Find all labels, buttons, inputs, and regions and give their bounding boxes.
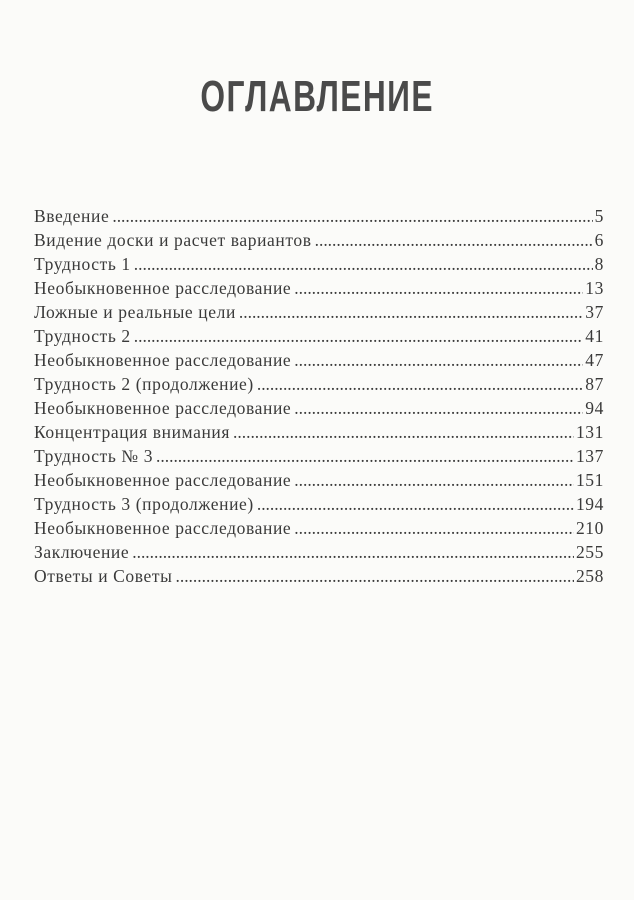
page-title-text: ОГЛАВЛЕНИЕ [200, 72, 434, 121]
toc-entry-title: Видение доски и расчет вариантов [34, 230, 312, 250]
toc-entry: Ответы и Советы 258 [34, 566, 604, 590]
dot-leader [156, 446, 574, 467]
toc-entry-title: Необыкновенное расследование [34, 518, 292, 538]
toc-entry-title: Трудность 1 [34, 254, 131, 274]
toc-entry: Необыкновенное расследование 47 [34, 350, 604, 374]
toc-entry: Необыкновенное расследование 151 [34, 470, 604, 494]
toc-entry: Необыкновенное расследование 94 [34, 398, 604, 422]
toc-entry-title: Трудность 2 [34, 326, 131, 346]
dot-leader [257, 494, 574, 515]
toc-entry-title: Трудность 3 (продолжение) [34, 494, 254, 514]
toc-entry: Трудность № 3 137 [34, 446, 604, 470]
toc-entry-title: Концентрация внимания [34, 422, 231, 442]
toc-entry-page: 5 [594, 206, 604, 226]
toc-entry: Необыкновенное расследование 210 [34, 518, 604, 542]
toc-entry: Видение доски и расчет вариантов 6 [34, 230, 604, 254]
toc-entry-page: 6 [594, 230, 604, 250]
toc-entry-page: 151 [575, 470, 604, 490]
toc-entry-title: Трудность 2 (продолжение) [34, 374, 254, 394]
toc-entry-title: Необыкновенное расследование [34, 470, 292, 490]
toc-entry: Концентрация внимания 131 [34, 422, 604, 446]
dot-leader [239, 302, 583, 323]
toc-entry: Трудность 1 8 [34, 254, 604, 278]
toc-entry-page: 87 [585, 374, 604, 394]
toc-entry: Введение 5 [34, 206, 604, 230]
toc-entry-page: 37 [585, 302, 604, 322]
dot-leader [294, 470, 574, 491]
toc-entry-title: Ложные и реальные цели [34, 302, 236, 322]
toc-entry-page: 41 [585, 326, 604, 346]
toc-entry: Трудность 2 41 [34, 326, 604, 350]
dot-leader [132, 542, 574, 563]
dot-leader [134, 326, 584, 347]
toc-entry-title: Трудность № 3 [34, 446, 154, 466]
dot-leader [176, 566, 574, 587]
toc-entry-title: Заключение [34, 542, 130, 562]
dot-leader [134, 254, 593, 275]
toc-entry: Трудность 2 (продолжение) 87 [34, 374, 604, 398]
dot-leader [233, 422, 574, 443]
toc-entry-title: Введение [34, 206, 110, 226]
dot-leader [315, 230, 593, 251]
toc-entry-page: 137 [575, 446, 604, 466]
dot-leader [294, 350, 583, 371]
toc-entry-page: 194 [575, 494, 604, 514]
toc-entry-title: Необыкновенное расследование [34, 398, 292, 418]
toc-entry-page: 255 [575, 542, 604, 562]
toc-entry-title: Ответы и Советы [34, 566, 173, 586]
table-of-contents: Введение 5 Видение доски и расчет варианто… [34, 206, 604, 590]
dot-leader [294, 398, 583, 419]
dot-leader [294, 518, 574, 539]
page-title: ОГЛАВЛЕНИЕ [0, 72, 634, 122]
toc-entry-page: 131 [575, 422, 604, 442]
toc-entry: Необыкновенное расследование 13 [34, 278, 604, 302]
dot-leader [257, 374, 583, 395]
toc-entry-page: 258 [575, 566, 604, 586]
toc-entry-page: 13 [585, 278, 604, 298]
toc-entry-title: Необыкновенное расследование [34, 350, 292, 370]
toc-entry-title: Необыкновенное расследование [34, 278, 292, 298]
toc-entry-page: 210 [575, 518, 604, 538]
toc-entry: Заключение 255 [34, 542, 604, 566]
dot-leader [112, 206, 592, 227]
toc-entry: Ложные и реальные цели 37 [34, 302, 604, 326]
toc-entry: Трудность 3 (продолжение) 194 [34, 494, 604, 518]
toc-entry-page: 8 [594, 254, 604, 274]
toc-entry-page: 47 [585, 350, 604, 370]
dot-leader [294, 278, 583, 299]
toc-entry-page: 94 [585, 398, 604, 418]
